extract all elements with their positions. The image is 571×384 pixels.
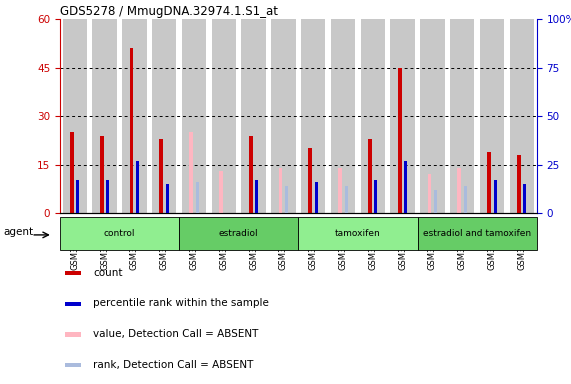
Bar [428, 174, 432, 213]
Text: estradiol and tamoxifen: estradiol and tamoxifen [423, 229, 531, 238]
Bar [70, 132, 74, 213]
Bar [510, 19, 534, 213]
Bar [249, 136, 252, 213]
Bar [391, 19, 415, 213]
Bar [271, 19, 296, 213]
Bar [404, 161, 407, 213]
Bar [457, 168, 461, 213]
Bar [65, 271, 82, 275]
Text: value, Detection Call = ABSENT: value, Detection Call = ABSENT [93, 329, 259, 339]
Bar [285, 186, 288, 213]
Bar [179, 217, 299, 250]
Bar [450, 19, 475, 213]
Bar [279, 168, 283, 213]
Bar [189, 132, 193, 213]
Bar [65, 363, 82, 367]
Text: count: count [93, 268, 123, 278]
Bar [524, 184, 526, 213]
Bar [93, 19, 117, 213]
Text: control: control [104, 229, 135, 238]
Bar [106, 180, 109, 213]
Bar [65, 302, 82, 306]
Bar [344, 186, 348, 213]
Bar [219, 171, 223, 213]
Text: tamoxifen: tamoxifen [335, 229, 381, 238]
Bar [122, 19, 147, 213]
Bar [487, 152, 491, 213]
Bar [182, 19, 206, 213]
Bar [301, 19, 325, 213]
Bar [480, 19, 504, 213]
Bar [299, 217, 417, 250]
Bar [136, 161, 139, 213]
Bar [63, 19, 87, 213]
Bar [212, 19, 236, 213]
Bar [493, 180, 497, 213]
Bar [464, 186, 467, 213]
Bar [130, 48, 134, 213]
Bar [361, 19, 385, 213]
Text: GDS5278 / MmugDNA.32974.1.S1_at: GDS5278 / MmugDNA.32974.1.S1_at [60, 5, 278, 18]
Bar [368, 139, 372, 213]
Text: rank, Detection Call = ABSENT: rank, Detection Call = ABSENT [93, 360, 254, 370]
Bar [255, 180, 258, 213]
Bar [195, 182, 199, 213]
Bar [375, 180, 377, 213]
Bar [166, 184, 168, 213]
Bar [60, 217, 179, 250]
Bar [315, 182, 317, 213]
Text: agent: agent [3, 227, 33, 237]
Bar [331, 19, 355, 213]
Text: estradiol: estradiol [219, 229, 259, 238]
Bar [100, 136, 103, 213]
Bar [65, 333, 82, 337]
Bar [434, 190, 437, 213]
Bar [338, 168, 342, 213]
Text: percentile rank within the sample: percentile rank within the sample [93, 298, 269, 308]
Bar [242, 19, 266, 213]
Bar [77, 180, 79, 213]
Bar [398, 68, 401, 213]
Bar [152, 19, 176, 213]
Bar [308, 149, 312, 213]
Bar [517, 155, 521, 213]
Bar [420, 19, 445, 213]
Bar [417, 217, 537, 250]
Bar [159, 139, 163, 213]
